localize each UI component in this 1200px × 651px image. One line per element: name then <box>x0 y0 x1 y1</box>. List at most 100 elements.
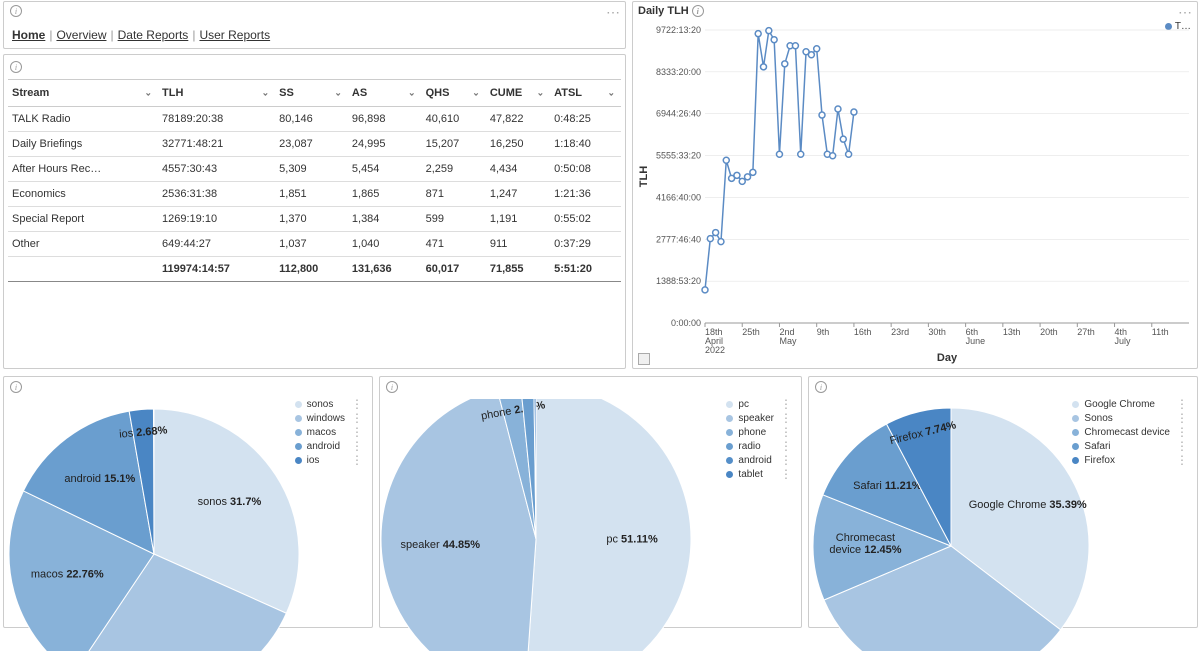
legend-menu-icon[interactable]: ⋮ <box>780 415 791 422</box>
svg-text:16th: 16th <box>854 327 872 337</box>
pie-slice-pc[interactable] <box>525 399 691 651</box>
svg-text:9722:13:20: 9722:13:20 <box>656 25 701 35</box>
svg-text:Day: Day <box>937 352 958 364</box>
legend-item[interactable]: windows⋮ <box>295 413 362 424</box>
legend-item[interactable]: phone⋮ <box>726 427 791 438</box>
pie-chart-svg: sonos 31.7%macos 22.76%android 15.1%ios … <box>4 399 304 651</box>
pie-panel-1: i sonos⋮ windows⋮ macos⋮ android⋮ ios⋮ sonos… <box>3 376 373 628</box>
svg-text:1388:53:20: 1388:53:20 <box>656 276 701 286</box>
nav-panel: i ⋯ Home|Overview|Date Reports|User Repo… <box>3 1 626 49</box>
legend-item[interactable]: pc⋮ <box>726 399 791 410</box>
svg-text:30th: 30th <box>928 327 946 337</box>
table-total-row: 119974:14:57112,800131,63660,01771,8555:… <box>8 257 621 282</box>
col-header-stream[interactable]: Stream⌄ <box>8 80 158 107</box>
svg-text:android 15.1%: android 15.1% <box>64 473 135 485</box>
legend-item[interactable]: radio⋮ <box>726 441 791 452</box>
info-icon[interactable]: i <box>10 381 22 393</box>
panel-menu-icon[interactable]: ⋯ <box>606 4 621 21</box>
nav-link-home[interactable]: Home <box>12 28 45 42</box>
legend-menu-icon[interactable]: ⋮ <box>351 457 362 464</box>
table-row: After Hours Rec…4557:30:435,3095,4542,25… <box>8 157 621 182</box>
col-header-cume[interactable]: CUME⌄ <box>486 80 550 107</box>
pie-legend: pc⋮ speaker⋮ phone⋮ radio⋮ android⋮ tablet⋮ <box>726 399 791 483</box>
legend-item[interactable]: tablet⋮ <box>726 469 791 480</box>
svg-text:Chromecastdevice 12.45%: Chromecastdevice 12.45% <box>829 532 901 556</box>
chart-toolbar-icon[interactable] <box>638 353 650 365</box>
table-row: Economics2536:31:381,8511,8658711,2471:2… <box>8 182 621 207</box>
chart-title: Daily TLHi <box>638 5 704 17</box>
svg-text:sonos 31.7%: sonos 31.7% <box>198 496 262 508</box>
legend-menu-icon[interactable]: ⋮ <box>1176 443 1187 450</box>
svg-text:July: July <box>1115 336 1132 346</box>
pie-legend: sonos⋮ windows⋮ macos⋮ android⋮ ios⋮ <box>295 399 362 469</box>
line-chart-svg: 0:00:00 1388:53:20 2777:46:40 4166:40:00 555… <box>633 20 1199 365</box>
pie-panel-2: i pc⋮ speaker⋮ phone⋮ radio⋮ android⋮ tablet⋮… <box>379 376 802 628</box>
svg-text:2777:46:40: 2777:46:40 <box>656 234 701 244</box>
svg-text:9th: 9th <box>817 327 830 337</box>
pie-chart-svg: pc 51.11%speaker 44.85%phone 2.46%radio … <box>380 399 700 651</box>
legend-menu-icon[interactable]: ⋮ <box>780 471 791 478</box>
pie-panel-3: i Google Chrome⋮Sonos⋮Chromecast device⋮… <box>808 376 1198 628</box>
col-header-tlh[interactable]: TLH⌄ <box>158 80 275 107</box>
svg-text:5555:33:20: 5555:33:20 <box>656 151 701 161</box>
legend-menu-icon[interactable]: ⋮ <box>780 401 791 408</box>
svg-text:25th: 25th <box>742 327 760 337</box>
legend-menu-icon[interactable]: ⋮ <box>1176 415 1187 422</box>
svg-text:speaker 44.85%: speaker 44.85% <box>401 539 481 551</box>
info-icon[interactable]: i <box>692 5 704 17</box>
nav-links: Home|Overview|Date Reports|User Reports <box>12 28 270 42</box>
legend-menu-icon[interactable]: ⋮ <box>1176 457 1187 464</box>
svg-text:macos 22.76%: macos 22.76% <box>31 569 104 581</box>
legend-menu-icon[interactable]: ⋮ <box>351 429 362 436</box>
line-chart-panel: Daily TLHi ⋯ T… 0:00:001388:53:202777:46… <box>632 1 1198 369</box>
svg-text:TLH: TLH <box>638 166 650 187</box>
nav-link-user-reports[interactable]: User Reports <box>199 28 270 42</box>
svg-text:27th: 27th <box>1077 327 1095 337</box>
svg-text:May: May <box>779 336 797 346</box>
nav-link-overview[interactable]: Overview <box>56 28 106 42</box>
legend-menu-icon[interactable]: ⋮ <box>1176 401 1187 408</box>
info-icon[interactable]: i <box>386 381 398 393</box>
svg-text:11th: 11th <box>1152 327 1169 337</box>
svg-text:Safari 11.21%: Safari 11.21% <box>853 480 922 492</box>
pie-chart-svg: Google Chrome 35.39% Chromecastdevice 12.… <box>809 399 1099 651</box>
legend-menu-icon[interactable]: ⋮ <box>780 443 791 450</box>
legend-menu-icon[interactable]: ⋮ <box>1176 429 1187 436</box>
info-icon[interactable]: i <box>10 5 22 17</box>
svg-text:2022: 2022 <box>705 345 725 355</box>
info-icon[interactable]: i <box>10 61 22 73</box>
col-header-ss[interactable]: SS⌄ <box>275 80 348 107</box>
nav-link-date-reports[interactable]: Date Reports <box>118 28 189 42</box>
svg-text:13th: 13th <box>1003 327 1021 337</box>
svg-text:8333:20:00: 8333:20:00 <box>656 67 701 77</box>
svg-text:4166:40:00: 4166:40:00 <box>656 192 701 202</box>
table-row: Other649:44:271,0371,0404719110:37:29 <box>8 232 621 257</box>
legend-menu-icon[interactable]: ⋮ <box>351 401 362 408</box>
legend-item[interactable]: android⋮ <box>295 441 362 452</box>
table-row: Daily Briefings32771:48:2123,08724,99515… <box>8 132 621 157</box>
table-row: TALK Radio78189:20:3880,14696,89840,6104… <box>8 107 621 132</box>
col-header-as[interactable]: AS⌄ <box>348 80 422 107</box>
info-icon[interactable]: i <box>815 381 827 393</box>
legend-item[interactable]: speaker⋮ <box>726 413 791 424</box>
svg-text:pc 51.11%: pc 51.11% <box>606 533 658 545</box>
legend-item[interactable]: sonos⋮ <box>295 399 362 410</box>
svg-text:June: June <box>966 336 986 346</box>
svg-text:6944:26:40: 6944:26:40 <box>656 109 701 119</box>
svg-text:23rd: 23rd <box>891 327 909 337</box>
svg-text:20th: 20th <box>1040 327 1058 337</box>
svg-text:0:00:00: 0:00:00 <box>671 318 701 328</box>
stream-table: Stream⌄TLH⌄SS⌄AS⌄QHS⌄CUME⌄ATSL⌄ TALK Rad… <box>8 79 621 282</box>
panel-menu-icon[interactable]: ⋯ <box>1178 4 1193 21</box>
legend-item[interactable]: macos⋮ <box>295 427 362 438</box>
legend-menu-icon[interactable]: ⋮ <box>351 443 362 450</box>
legend-item[interactable]: ios⋮ <box>295 455 362 466</box>
legend-menu-icon[interactable]: ⋮ <box>351 415 362 422</box>
col-header-qhs[interactable]: QHS⌄ <box>422 80 486 107</box>
legend-menu-icon[interactable]: ⋮ <box>780 457 791 464</box>
col-header-atsl[interactable]: ATSL⌄ <box>550 80 621 107</box>
legend-menu-icon[interactable]: ⋮ <box>780 429 791 436</box>
table-row: Special Report1269:19:101,3701,3845991,1… <box>8 207 621 232</box>
svg-text:Google Chrome 35.39%: Google Chrome 35.39% <box>969 499 1087 511</box>
legend-item[interactable]: android⋮ <box>726 455 791 466</box>
